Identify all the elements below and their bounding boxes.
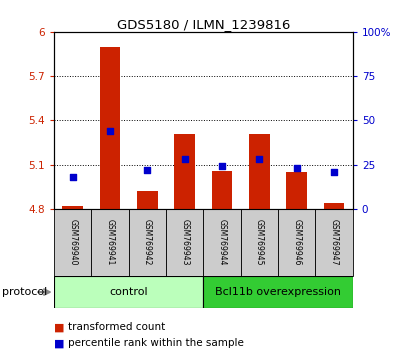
- Bar: [174, 133, 195, 209]
- Bar: [137, 191, 158, 209]
- Point: [181, 156, 188, 162]
- Point: [331, 169, 337, 175]
- Text: ■: ■: [54, 322, 64, 332]
- Text: GSM769943: GSM769943: [180, 219, 189, 266]
- Text: GSM769944: GSM769944: [217, 219, 227, 266]
- Bar: [212, 171, 232, 209]
- Point: [219, 164, 225, 169]
- Bar: [203, 209, 241, 276]
- Text: percentile rank within the sample: percentile rank within the sample: [68, 338, 244, 348]
- Text: control: control: [109, 287, 148, 297]
- Bar: [203, 276, 353, 308]
- Text: GSM769945: GSM769945: [255, 219, 264, 266]
- Text: GSM769942: GSM769942: [143, 219, 152, 266]
- Text: GSM769940: GSM769940: [68, 219, 77, 266]
- Bar: [129, 209, 166, 276]
- Text: transformed count: transformed count: [68, 322, 166, 332]
- Point: [144, 167, 151, 173]
- Bar: [249, 133, 270, 209]
- Bar: [54, 209, 91, 276]
- Bar: [278, 209, 315, 276]
- Text: GSM769947: GSM769947: [330, 219, 339, 266]
- Bar: [315, 209, 353, 276]
- Text: ■: ■: [54, 338, 64, 348]
- Bar: [166, 209, 203, 276]
- Bar: [241, 209, 278, 276]
- Bar: [62, 206, 83, 209]
- Bar: [286, 172, 307, 209]
- Point: [107, 128, 113, 134]
- Bar: [54, 276, 203, 308]
- Text: GSM769946: GSM769946: [292, 219, 301, 266]
- Point: [256, 156, 263, 162]
- Text: Bcl11b overexpression: Bcl11b overexpression: [215, 287, 341, 297]
- Point: [69, 174, 76, 180]
- Bar: [100, 47, 120, 209]
- Point: [293, 165, 300, 171]
- Text: GSM769941: GSM769941: [105, 219, 115, 266]
- Bar: [91, 209, 129, 276]
- Text: protocol: protocol: [2, 287, 47, 297]
- Title: GDS5180 / ILMN_1239816: GDS5180 / ILMN_1239816: [117, 18, 290, 31]
- Bar: [324, 203, 344, 209]
